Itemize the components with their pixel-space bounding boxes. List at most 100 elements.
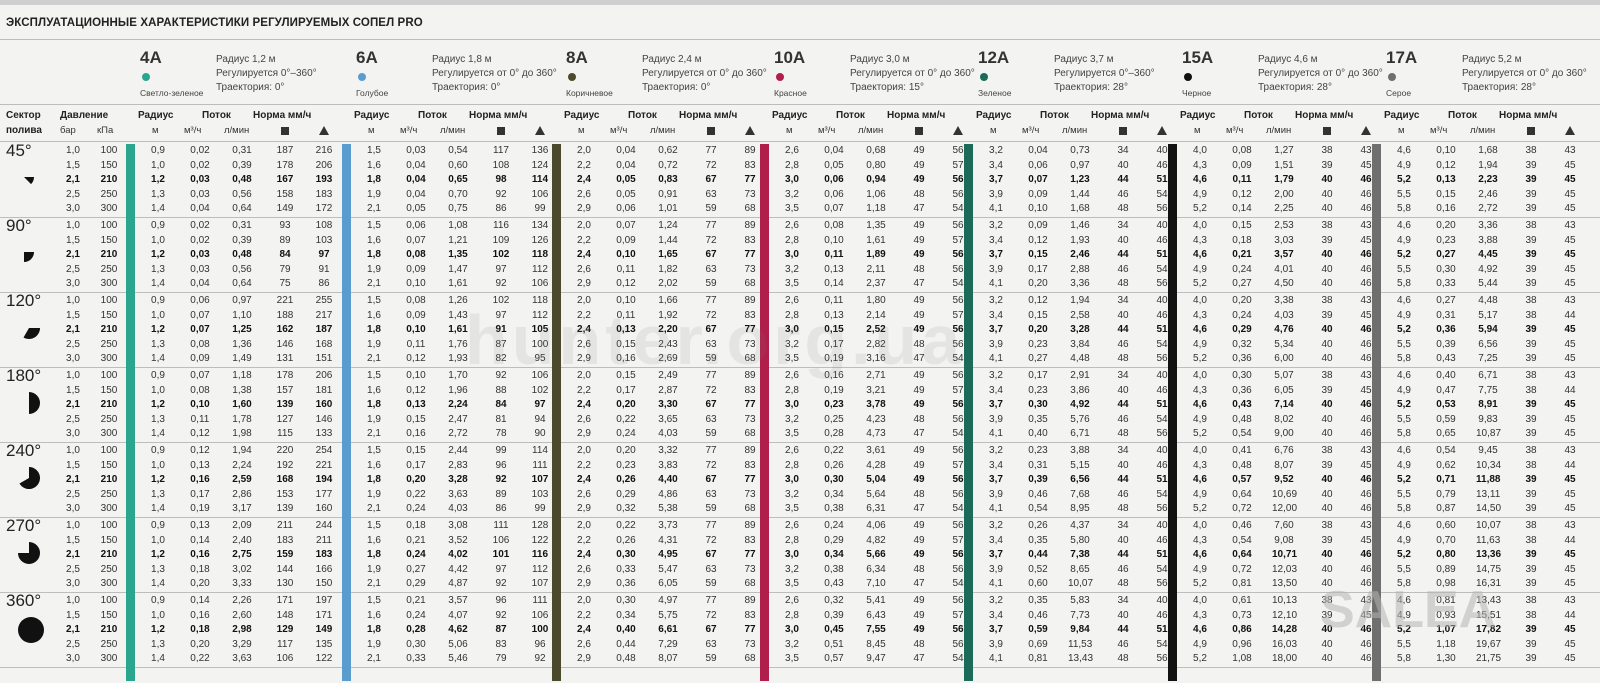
data-cell: 0,30: [1028, 399, 1048, 411]
data-cell: 0,64: [232, 278, 252, 290]
data-cell: 5,94: [1478, 324, 1498, 336]
data-cell: 4,9: [1397, 159, 1411, 171]
data-cell: 38: [1525, 609, 1537, 621]
data-cell: 79: [495, 653, 507, 665]
nozzle-name: 10A: [774, 48, 806, 67]
data-cell: 0,07: [190, 370, 210, 381]
data-cell: 0,17: [1028, 370, 1048, 381]
data-cell: 0,11: [616, 263, 636, 275]
nozzle-color-bar: [1372, 144, 1381, 681]
data-cell: 177: [315, 488, 333, 500]
data-cell: 2,0: [577, 145, 591, 156]
data-cell: 0,72: [658, 159, 678, 171]
data-cell: 13,50: [1272, 578, 1298, 590]
pressure-bar-cell: 2,5: [66, 263, 80, 275]
data-cell: 40: [1321, 203, 1333, 215]
data-cell: 0,33: [406, 653, 426, 665]
data-cell: 2,75: [232, 549, 252, 561]
data-cell: 1,68: [1070, 203, 1090, 215]
data-cell: 45: [1564, 174, 1576, 186]
data-cell: 0,12: [190, 445, 210, 456]
data-cell: 10,13: [1272, 595, 1298, 606]
data-cell: 5,17: [1478, 309, 1498, 321]
data-cell: 8,65: [1070, 563, 1090, 575]
data-cell: 15,51: [1476, 609, 1502, 621]
data-cell: 4,48: [1478, 295, 1498, 306]
data-cell: 2,8: [785, 309, 799, 321]
triangle-spacing-icon: [319, 126, 329, 135]
data-cell: 0,15: [824, 324, 844, 336]
flow-lmin-unit: л/мин: [1470, 125, 1496, 136]
data-cell: 89: [744, 145, 756, 156]
data-cell: 92: [495, 578, 507, 590]
data-cell: 1,6: [367, 234, 381, 246]
data-cell: 0,28: [824, 428, 844, 440]
data-cell: 4,6: [1397, 595, 1411, 606]
data-cell: 0,54: [1436, 445, 1456, 456]
data-cell: 10,34: [1476, 459, 1502, 471]
data-cell: 0,15: [406, 413, 426, 425]
data-cell: 4,6: [1397, 145, 1411, 156]
data-cell: 0,30: [406, 638, 426, 650]
data-cell: 0,27: [1436, 295, 1456, 306]
data-cell: 83: [744, 459, 756, 471]
data-cell: 56: [1156, 353, 1168, 365]
data-cell: 2,2: [577, 534, 591, 546]
data-cell: 56: [1156, 653, 1168, 665]
data-cell: 0,65: [1436, 428, 1456, 440]
radius-header: Радиус: [1384, 110, 1420, 121]
data-cell: 2,2: [577, 309, 591, 321]
data-cell: 40: [1321, 353, 1333, 365]
radius-unit: м: [578, 125, 585, 136]
data-cell: 1,2: [151, 549, 165, 561]
data-cell: 46: [1360, 353, 1372, 365]
data-cell: 1,35: [866, 220, 886, 231]
data-cell: 4,37: [1070, 520, 1090, 531]
data-cell: 49: [913, 624, 925, 636]
data-cell: 0,16: [190, 474, 210, 486]
data-cell: 166: [315, 563, 333, 575]
data-cell: 44: [1117, 324, 1129, 336]
data-cell: 2,47: [448, 413, 468, 425]
data-cell: 34: [1117, 220, 1129, 231]
data-cell: 2,86: [232, 488, 252, 500]
data-cell: 0,31: [1028, 459, 1048, 471]
data-cell: 46: [1360, 549, 1372, 561]
data-cell: 5,04: [866, 474, 886, 486]
data-cell: 2,23: [1478, 174, 1498, 186]
data-cell: 97: [495, 563, 507, 575]
data-cell: 206: [315, 159, 333, 171]
data-cell: 5,80: [1070, 534, 1090, 546]
data-cell: 68: [744, 503, 756, 515]
data-cell: 3,03: [1274, 234, 1294, 246]
data-cell: 51: [1156, 474, 1168, 486]
data-cell: 49: [913, 174, 925, 186]
data-cell: 0,03: [190, 263, 210, 275]
data-cell: 46: [1117, 488, 1129, 500]
data-cell: 5,07: [1274, 370, 1294, 381]
pressure-bar-cell: 2,1: [66, 249, 80, 261]
data-cell: 254: [315, 445, 333, 456]
data-cell: 0,47: [1436, 384, 1456, 396]
data-cell: 4,1: [989, 653, 1003, 665]
data-cell: 63: [705, 263, 717, 275]
data-cell: 89: [744, 370, 756, 381]
data-cell: 67: [705, 549, 717, 561]
data-cell: 11,53: [1068, 638, 1093, 650]
data-cell: 0,48: [232, 249, 252, 261]
data-cell: 4,6: [1397, 370, 1411, 381]
data-cell: 9,83: [1478, 413, 1498, 425]
data-cell: 0,11: [1232, 174, 1252, 186]
data-cell: 3,2: [785, 488, 799, 500]
data-cell: 2,6: [785, 445, 799, 456]
data-cell: 2,1: [367, 278, 381, 290]
data-cell: 1,5: [367, 520, 381, 531]
nozzle-info-line: Радиус 3,0 м: [850, 54, 910, 65]
data-cell: 43: [1360, 370, 1372, 381]
data-cell: 3,84: [1070, 338, 1090, 350]
data-cell: 3,4: [989, 459, 1003, 471]
data-cell: 0,12: [190, 428, 210, 440]
data-cell: 45: [1564, 278, 1576, 290]
data-cell: 46: [1117, 188, 1129, 200]
data-cell: 3,0: [785, 624, 799, 636]
